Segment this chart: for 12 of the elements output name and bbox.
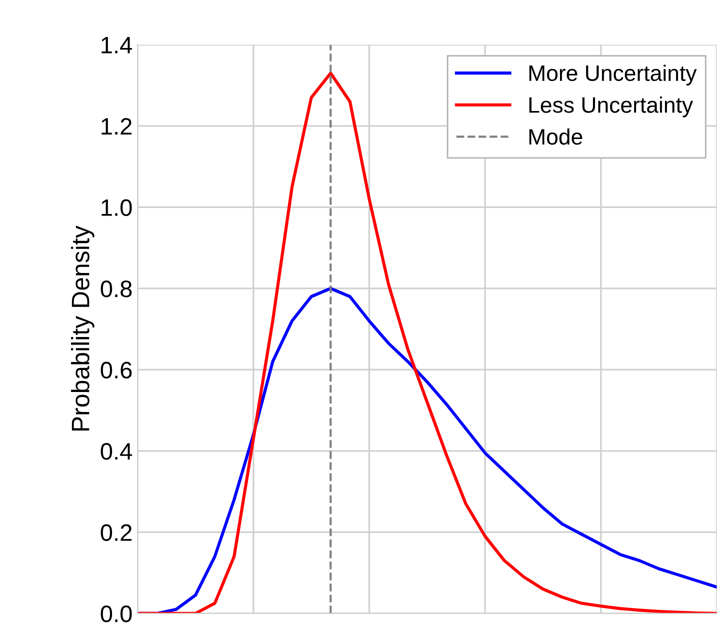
y-tick-label: 0.0 <box>100 606 132 622</box>
text: Mode <box>529 128 582 145</box>
y-tick-label: 0.4 <box>100 443 132 460</box>
legend-label: Less Uncertainty <box>529 96 694 118</box>
legend-label: More Uncertainty <box>529 64 697 86</box>
y-tick-label: 1.4 <box>102 37 132 54</box>
y-tick-label: 1.2 <box>102 118 132 135</box>
y-tick-label: 0.8 <box>100 280 132 298</box>
y-tick-label: 1.0 <box>102 199 132 216</box>
y-tick-label: 0.2 <box>100 524 132 541</box>
y-axis-title: Probability Density <box>71 226 94 431</box>
y-tick-label: 0.6 <box>100 362 132 378</box>
